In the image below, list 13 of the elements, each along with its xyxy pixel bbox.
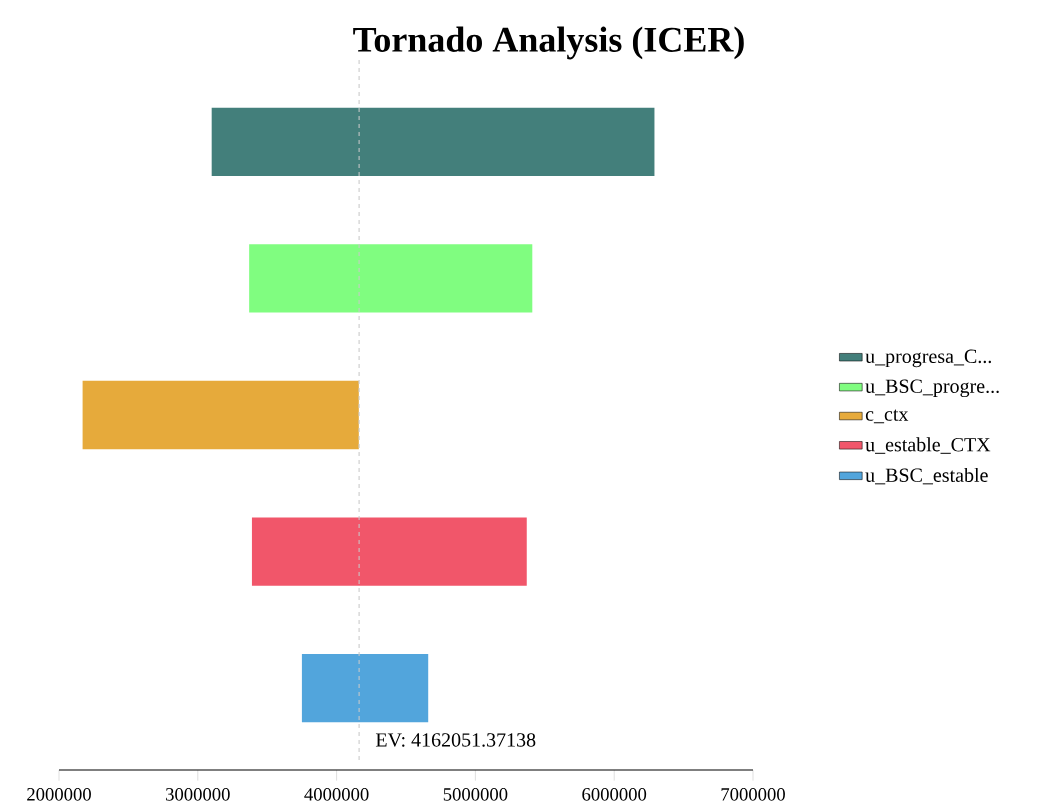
legend-label: u_BSC_estable bbox=[865, 467, 988, 485]
chart-title: Tornado Analysis (ICER) bbox=[353, 26, 744, 60]
x-tick-label: 7000000 bbox=[721, 788, 785, 801]
x-tick-label: 2000000 bbox=[27, 788, 91, 801]
legend-label: u_progresa_C... bbox=[865, 349, 991, 368]
x-tick-label: 6000000 bbox=[582, 788, 647, 801]
legend-label: c_ctx bbox=[865, 409, 909, 424]
x-tick-label: 4000000 bbox=[304, 788, 369, 801]
legend-label: u_estable_CTX bbox=[865, 437, 991, 454]
x-tick-label: 5000000 bbox=[443, 788, 508, 801]
legend-label: u_BSC_progre... bbox=[865, 379, 999, 398]
x-tick-label: 3000000 bbox=[166, 788, 230, 801]
ref-line-label: EV: 4162051.37138 bbox=[375, 733, 536, 747]
